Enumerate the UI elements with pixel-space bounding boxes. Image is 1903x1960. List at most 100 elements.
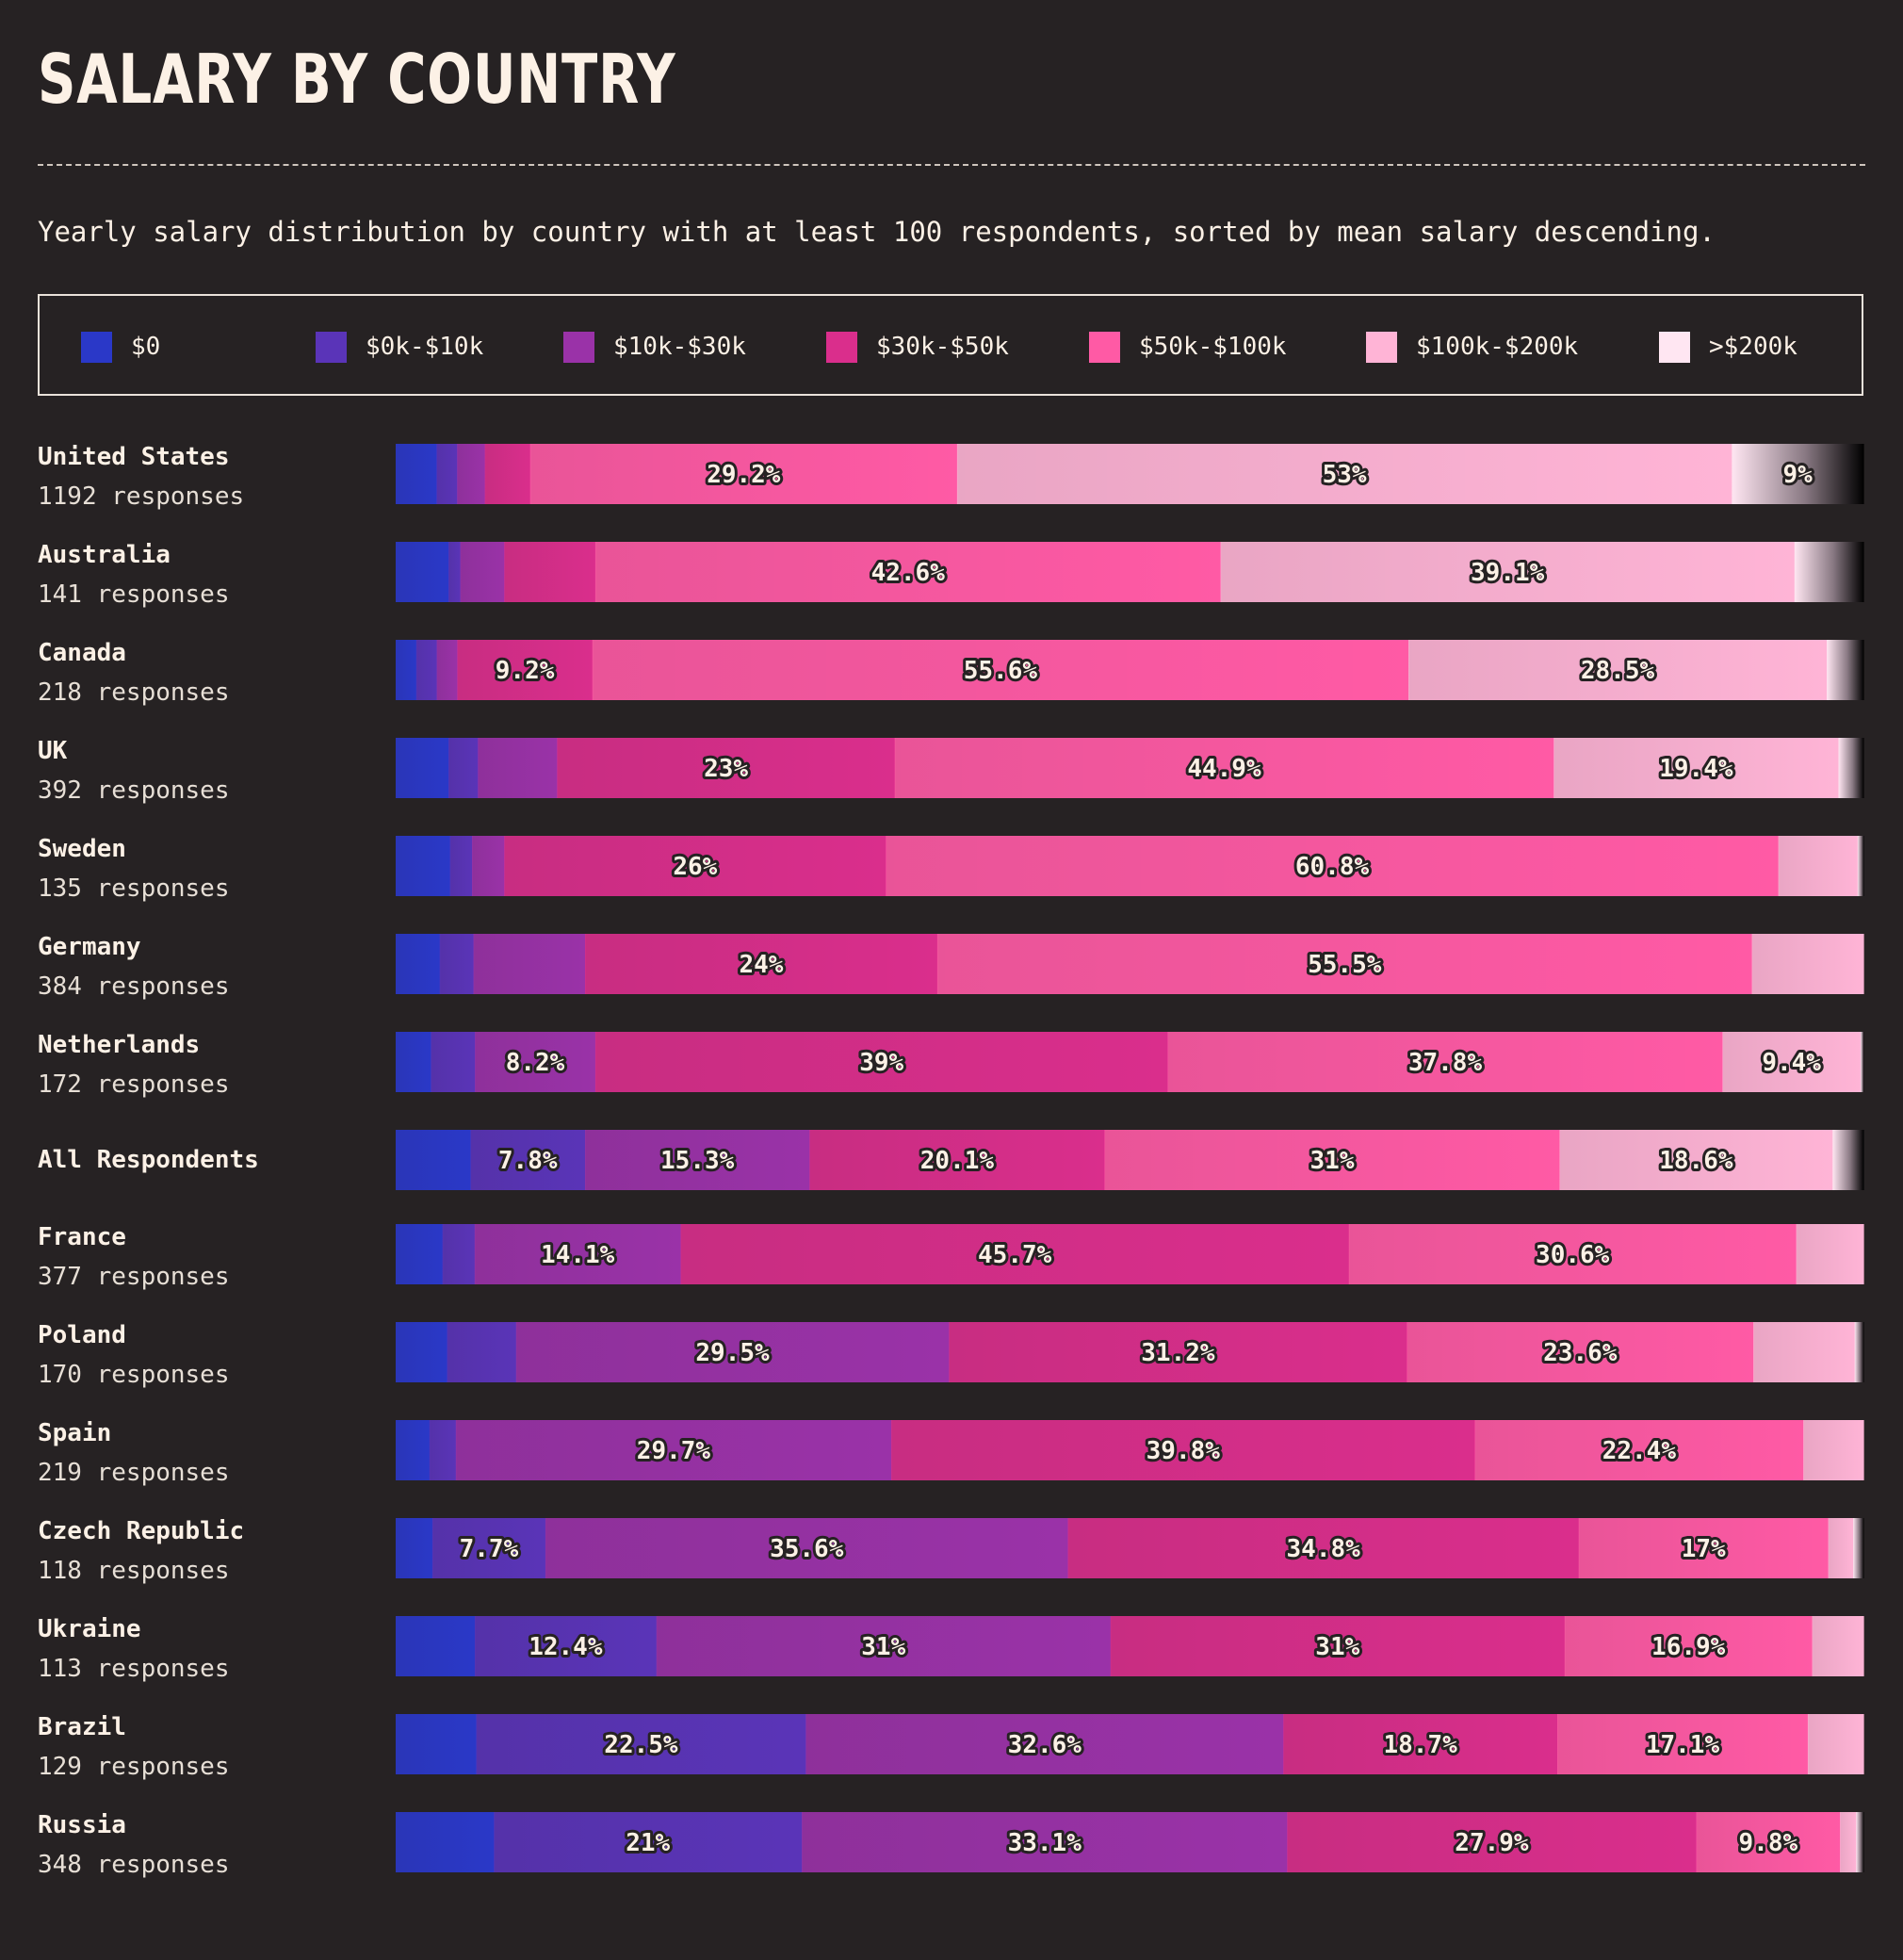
- legend-label: $0: [131, 333, 161, 361]
- bar-segment: [449, 836, 473, 896]
- segment-label: 8.2%: [506, 1049, 565, 1077]
- bar-segment: [475, 1032, 596, 1092]
- bar-segment: [515, 1322, 950, 1382]
- country-name: Brazil: [38, 1713, 126, 1741]
- segment-label: 17%: [1682, 1535, 1726, 1563]
- segment-label: 30.6%: [1536, 1241, 1610, 1269]
- bar-segment: [396, 1032, 431, 1092]
- bar-segment: [894, 738, 1554, 798]
- bar-segment: [805, 1714, 1284, 1774]
- bar-segment: [431, 1032, 476, 1092]
- bar-segment: [1812, 1616, 1864, 1676]
- bar-segment: [504, 542, 596, 602]
- segment-label: 7.8%: [498, 1147, 558, 1175]
- bar-row: 9.2% 55.6% 28.5%: [396, 640, 1864, 700]
- row-label: Australia 141 responses: [38, 540, 230, 610]
- row-label: Brazil 129 responses: [38, 1712, 230, 1782]
- bar-segment: [584, 1130, 810, 1190]
- segment-label: 23%: [704, 755, 748, 783]
- bar-segment: [1753, 1322, 1856, 1382]
- row-label: Ukraine 113 responses: [38, 1614, 230, 1684]
- bar-segment: [594, 542, 1222, 602]
- segment-label: 31%: [861, 1633, 905, 1661]
- response-count: 392 responses: [38, 776, 230, 805]
- bar-segment: [936, 934, 1753, 994]
- segment-label: 33.1%: [1008, 1829, 1082, 1857]
- bar-segment: [956, 444, 1732, 504]
- bar-segment: [1807, 1714, 1864, 1774]
- response-count: 135 responses: [38, 874, 230, 903]
- bar-segment: [447, 1322, 517, 1382]
- page-title: SALARY BY COUNTRY: [38, 40, 676, 119]
- segment-label: 60.8%: [1295, 853, 1370, 881]
- bar-segment: [455, 1420, 892, 1480]
- country-name: Poland: [38, 1321, 126, 1349]
- bar-segment: [1167, 1032, 1724, 1092]
- bar-segment: [396, 1518, 433, 1578]
- legend: $0 $0k-$10k $10k-$30k $30k-$50k $50k-$10…: [38, 294, 1863, 396]
- response-count: 129 responses: [38, 1753, 230, 1781]
- row-label: Canada 218 responses: [38, 638, 230, 708]
- legend-item: $50k-$100k: [1089, 331, 1287, 363]
- legend-swatch: [316, 331, 347, 363]
- segment-label: 22.5%: [604, 1731, 678, 1759]
- bar-segment: [494, 1812, 803, 1872]
- row-label: Poland 170 responses: [38, 1320, 230, 1390]
- bar-segment: [474, 1616, 658, 1676]
- bar-segment: [396, 836, 451, 896]
- segment-label: 37.8%: [1408, 1049, 1483, 1077]
- legend-swatch: [1366, 331, 1397, 363]
- title-divider: [38, 164, 1865, 166]
- legend-label: $30k-$50k: [876, 333, 1009, 361]
- bar-segment: [396, 1130, 472, 1190]
- segment-label: 9%: [1783, 461, 1814, 489]
- bar-segment: [949, 1322, 1408, 1382]
- segment-label: 44.9%: [1187, 755, 1261, 783]
- bar-segment: [1827, 640, 1864, 700]
- bar-segment: [594, 1032, 1169, 1092]
- segment-label: 29.7%: [637, 1437, 711, 1465]
- segment-label: 19.4%: [1659, 755, 1733, 783]
- bar-segment: [1803, 1420, 1864, 1480]
- row-label: All Respondents: [38, 1145, 259, 1175]
- bar-row: 12.4% 31% 31% 16.9%: [396, 1616, 1864, 1676]
- segment-label: 32.6%: [1008, 1731, 1082, 1759]
- bar-segment: [396, 1714, 478, 1774]
- bar-segment: [396, 640, 417, 700]
- segment-label: 21%: [626, 1829, 670, 1857]
- response-count: 118 responses: [38, 1557, 230, 1585]
- bar-segment: [439, 934, 475, 994]
- row-label: France 377 responses: [38, 1222, 230, 1292]
- legend-label: $0k-$10k: [366, 333, 484, 361]
- segment-label: 18.7%: [1384, 1731, 1458, 1759]
- legend-label: >$200k: [1709, 333, 1797, 361]
- response-count: 172 responses: [38, 1070, 230, 1099]
- bar-segment: [802, 1812, 1288, 1872]
- country-name: Canada: [38, 639, 126, 667]
- legend-label: $50k-$100k: [1139, 333, 1287, 361]
- segment-label: 7.7%: [460, 1535, 519, 1563]
- bar-segment: [396, 1812, 495, 1872]
- bar-row: 24% 55.5%: [396, 934, 1864, 994]
- segment-label: 27.9%: [1455, 1829, 1529, 1857]
- bar-segment: [1838, 738, 1864, 798]
- row-label: Spain 219 responses: [38, 1418, 230, 1488]
- bar-segment: [545, 1518, 1069, 1578]
- segment-label: 26%: [673, 853, 717, 881]
- bar-segment: [1283, 1714, 1558, 1774]
- segment-label: 31%: [1310, 1147, 1355, 1175]
- bar-segment: [529, 444, 958, 504]
- row-label: Germany 384 responses: [38, 932, 230, 1002]
- country-name: Netherlands: [38, 1031, 201, 1059]
- segment-label: 31.2%: [1141, 1339, 1215, 1367]
- bar-segment: [1067, 1518, 1580, 1578]
- country-name: Ukraine: [38, 1615, 141, 1643]
- segment-label: 17.1%: [1646, 1731, 1720, 1759]
- legend-label: $100k-$200k: [1416, 333, 1579, 361]
- bar-segment: [478, 738, 558, 798]
- segment-label: 39%: [859, 1049, 903, 1077]
- bar-row: 23% 44.9% 19.4%: [396, 738, 1864, 798]
- response-count: 384 responses: [38, 972, 230, 1001]
- segment-label: 55.5%: [1308, 951, 1382, 979]
